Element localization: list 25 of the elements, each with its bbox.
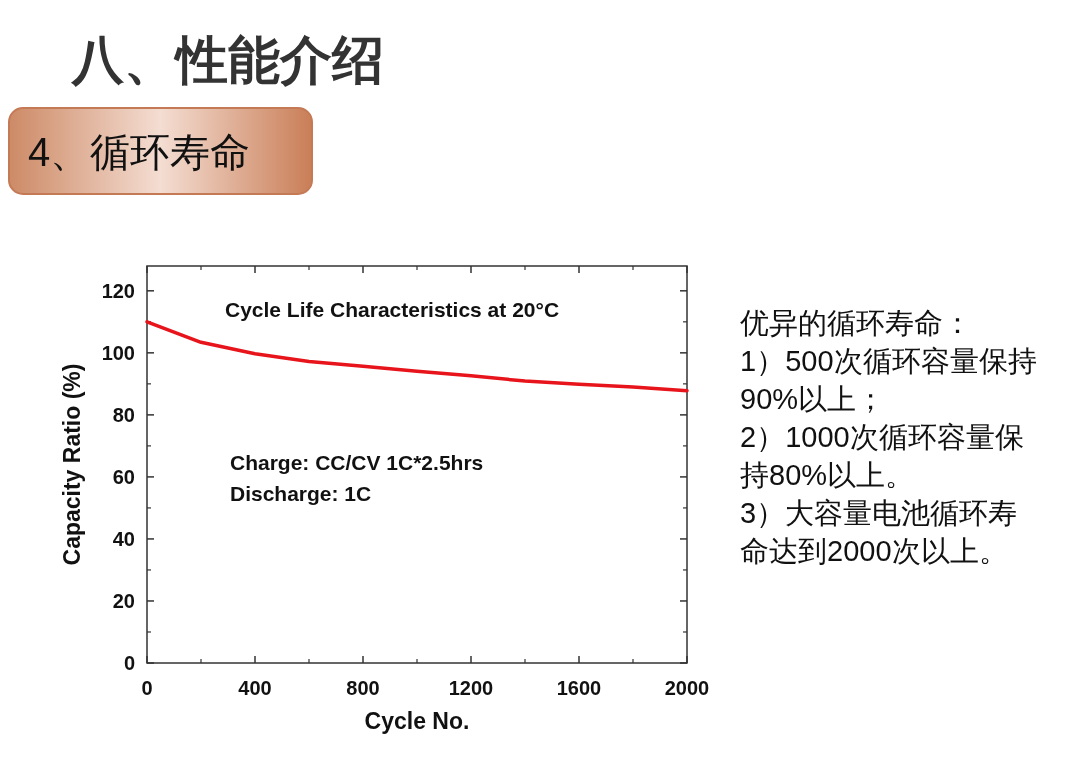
x-tick-label: 800 — [346, 677, 380, 699]
x-tick-label: 2000 — [664, 677, 710, 699]
y-tick-label: 120 — [101, 279, 135, 302]
text: 优异的循环寿命： — [740, 306, 973, 341]
y-tick-label: 80 — [112, 403, 135, 426]
annotation: Charge: CC/CV 1C*2.5hrs — [230, 451, 484, 474]
x-tick-label: 0 — [141, 677, 153, 699]
y-tick-label: 60 — [112, 465, 135, 488]
x-tick-label: 1200 — [448, 677, 494, 699]
y-tick-label: 100 — [101, 341, 135, 364]
y-axis-title: Capacity Ratio (%) — [59, 363, 85, 566]
y-tick-label: 0 — [123, 652, 135, 674]
chart-title: 八、性能介绍 — [70, 31, 384, 89]
annotation: Cycle Life Characteristics at 20°C — [225, 298, 560, 321]
x-axis-title: Cycle No. — [364, 708, 470, 734]
chart-subtitle: 4、循环寿命 — [28, 130, 251, 174]
text: 1）500次循环容量保持90%以上； — [740, 344, 1038, 417]
text: 2）1000次循环容量保持80%以上。 — [740, 420, 1025, 493]
x-tick-label: 1600 — [556, 677, 602, 699]
y-tick-label: 20 — [112, 589, 135, 612]
x-tick-label: 400 — [238, 677, 272, 699]
line-series — [145, 320, 689, 393]
annotation: Discharge: 1C — [230, 482, 372, 505]
y-tick-label: 40 — [112, 527, 135, 550]
text: 3）大容量电池循环寿命达到2000次以上。 — [740, 496, 1019, 569]
